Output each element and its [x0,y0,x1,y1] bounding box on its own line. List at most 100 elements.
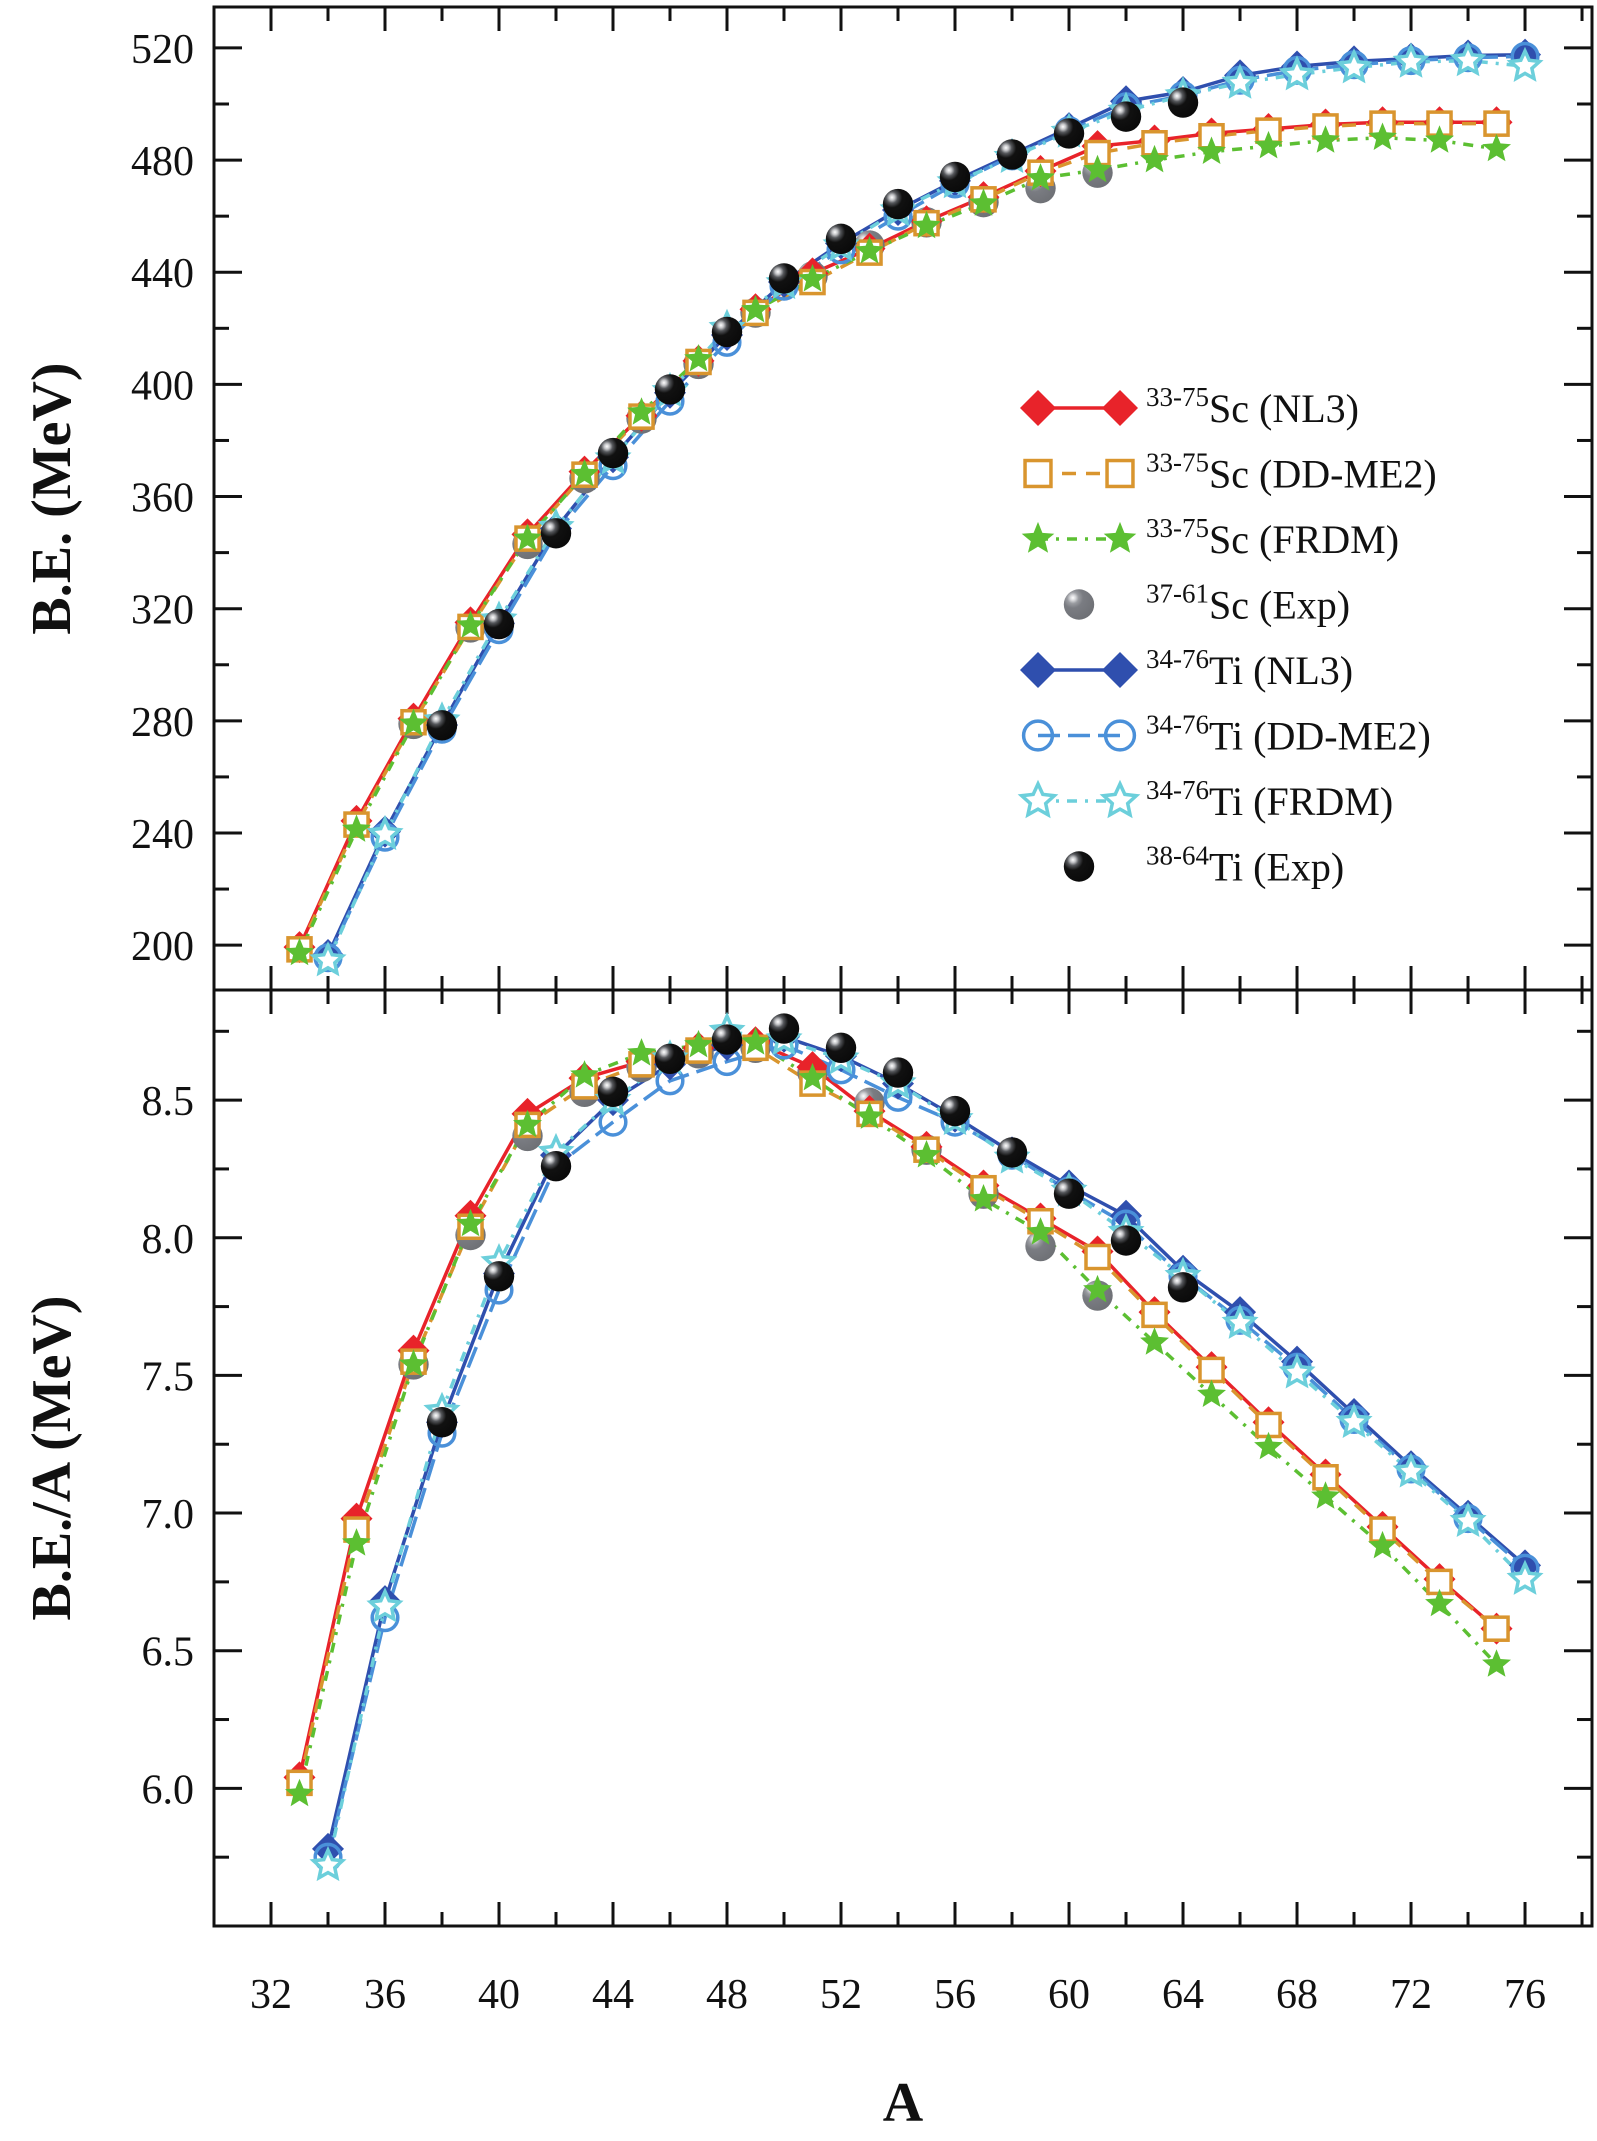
legend-marker [1023,458,1053,489]
data-point-sc-frdm [741,1027,770,1055]
x-tick-label: 76 [1504,1972,1546,2018]
legend-marker [1099,779,1141,819]
data-point-ti-exp [1167,1272,1199,1303]
series-line-sc-ddme2 [297,121,1497,951]
data-point-sc-ddme2 [1141,1301,1168,1329]
data-point-sc-frdm [399,1349,428,1377]
data-point-ti-exp [540,518,572,549]
data-point-sc-frdm [684,344,713,372]
data-point-ti-frdm [1221,1303,1259,1339]
data-point-sc-frdm [684,1029,713,1058]
data-point-ti-exp [1053,118,1085,149]
data-point-ti-exp [654,374,686,405]
y-tick-label: 280 [131,700,194,746]
data-point-sc-frdm [912,1140,941,1168]
data-point-ti-exp [540,1150,572,1182]
series-line-ti-ddme2 [326,54,1526,959]
data-point-ti-frdm [1449,41,1487,77]
data-point-sc-frdm [1425,125,1454,153]
data-point-sc-frdm [399,708,428,736]
series-line-sc-frdm [297,135,1497,954]
plot-frame [212,5,1594,992]
y-tick-label: 200 [131,924,194,970]
data-point-sc-frdm [1482,1649,1511,1677]
data-point-sc-frdm [1254,1431,1283,1460]
series-line-ti-nl3 [326,1035,1527,1850]
y-tick-label: 8.5 [142,1079,195,1125]
data-point-sc-ddme2 [1483,1615,1510,1642]
data-point-sc-frdm [798,1062,827,1091]
x-tick-label: 52 [820,1972,862,2018]
data-point-ti-exp [1167,87,1199,118]
data-point-sc-frdm [1482,133,1511,162]
data-point-sc-frdm [969,188,998,216]
data-point-sc-ddme2 [1084,1243,1111,1271]
data-point-ti-exp [939,1095,971,1127]
data-point-sc-frdm [798,264,827,292]
data-point-sc-frdm [627,397,656,425]
data-point-ti-ddme2 [598,1107,628,1137]
data-point-sc-frdm [1311,125,1340,153]
data-point-ti-exp [654,1043,686,1075]
legend-marker [1063,589,1095,620]
data-point-sc-frdm [285,1778,314,1807]
data-point-ti-exp [882,1057,914,1088]
data-point-ti-frdm [309,941,347,977]
data-point-ti-exp [426,1407,458,1438]
legend-marker [1105,458,1135,489]
data-point-sc-frdm [1026,1217,1055,1245]
data-point-sc-frdm [285,937,314,966]
y-tick-label: 320 [131,588,194,634]
data-point-ti-exp [768,263,800,294]
data-point-sc-frdm [1425,1588,1454,1617]
x-tick-label: 68 [1276,1972,1318,2018]
data-point-sc-frdm [570,1060,599,1088]
data-point-ti-exp [1110,101,1142,132]
data-point-ti-frdm [1335,48,1373,84]
legend-label: 34-76Ti (FRDM) [1146,775,1393,824]
series-line-ti-frdm [326,58,1526,962]
y-tick-label: 6.5 [142,1630,195,1676]
data-point-sc-frdm [342,814,371,842]
legend-marker [1021,521,1055,553]
data-point-sc-frdm [1311,1481,1340,1509]
data-point-ti-frdm [1449,1501,1487,1538]
data-point-ti-exp [825,223,857,255]
data-point-ti-frdm [1392,1452,1430,1488]
legend-marker [1021,719,1055,752]
y-tick-label: 440 [131,251,194,297]
y-axis-title: B.E./A (MeV) [21,1295,83,1620]
bottom-panel-binding-energy-per-nucleon: 6.0 6.5 7.0 7.5 8.0 8.5 B.E./A (MeV) 32 36 40 44 48… [21,988,1594,2134]
legend-label: 38-64Ti (Exp) [1146,841,1344,890]
data-point-sc-frdm [1083,154,1112,183]
legend-item-sc-ddme2: 33-75Sc (DD-ME2) [1023,448,1437,497]
data-point-ti-exp [768,1013,800,1044]
data-point-sc-frdm [855,1101,884,1129]
data-point-sc-frdm [969,1184,998,1212]
plot-frame [212,988,1594,1928]
data-point-ti-frdm [1335,1402,1373,1438]
legend-label: 33-75Sc (FRDM) [1146,513,1399,562]
data-point-sc-frdm [456,610,485,638]
data-point-sc-frdm [1026,163,1055,191]
legend: 33-75Sc (NL3) 33-75Sc (DD-ME2) 33-75Sc (FR… [1017,382,1437,890]
data-point-ti-exp [426,710,458,741]
legend-label: 34-76Ti (DD-ME2) [1146,710,1431,759]
legend-marker [1102,652,1138,688]
data-point-ti-frdm [1278,55,1316,91]
data-point-ti-exp [597,437,629,469]
legend-item-ti-exp: 38-64Ti (Exp) [1063,841,1344,890]
y-tick-label: 6.0 [142,1767,195,1813]
data-point-ti-frdm [1506,46,1544,82]
y-tick-label: 7.5 [142,1354,195,1400]
data-point-ti-frdm [366,814,404,851]
x-tick-label: 72 [1390,1972,1432,2018]
data-point-sc-frdm [1140,144,1169,173]
data-point-ti-frdm [1278,1353,1316,1389]
legend-item-sc-frdm: 33-75Sc (FRDM) [1021,513,1399,562]
x-tick-label: 36 [364,1972,406,2018]
data-point-sc-frdm [570,458,599,487]
x-tick-label: 56 [934,1972,976,2018]
x-tick-label: 64 [1162,1972,1204,2018]
